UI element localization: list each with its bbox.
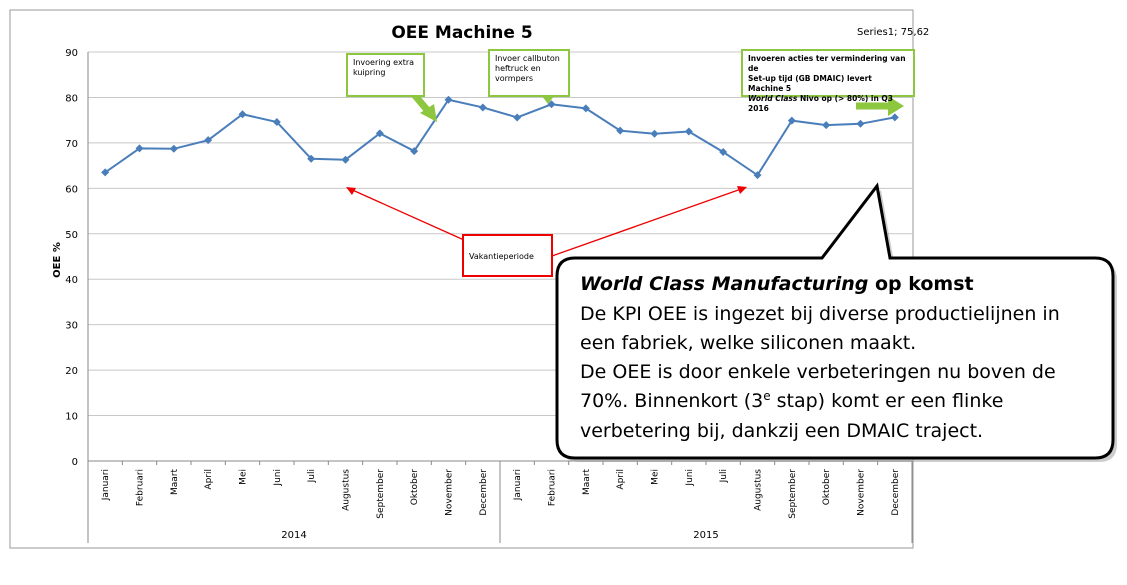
point <box>753 171 762 180</box>
x-tick-label: April <box>616 469 626 490</box>
x-tick-label: Maart <box>170 469 180 495</box>
x-tick-label: Februari <box>136 469 146 506</box>
x-tick-label: Mei <box>651 469 661 485</box>
point <box>822 121 831 130</box>
point <box>890 113 899 122</box>
y-tick-label: 40 <box>65 275 78 286</box>
x-tick-label: Oktober <box>410 469 420 506</box>
callout-sup: e <box>763 389 770 403</box>
point <box>410 147 419 156</box>
arrow-head <box>346 187 356 195</box>
x-tick-label: Maart <box>582 469 592 495</box>
arrow-head <box>737 186 747 194</box>
point <box>787 116 796 125</box>
x-tick-label: Augustus <box>342 469 352 511</box>
x-tick-label: Oktober <box>822 469 832 506</box>
point <box>375 129 384 138</box>
x-tick-label: Februari <box>548 469 558 506</box>
y-tick-label: 70 <box>65 139 78 150</box>
callout-text: World Class Manufacturing op komst De KP… <box>580 273 1060 442</box>
group-label: 2015 <box>693 530 718 541</box>
red-arrow <box>551 187 745 257</box>
x-tick-label: December <box>891 469 901 516</box>
callout-text-part: stap) komt er een flinke <box>771 390 1004 412</box>
y-tick-label: 60 <box>65 184 78 195</box>
x-tick-label: Januari <box>101 469 111 501</box>
annotation-box: Vakantieperiode <box>462 234 553 277</box>
point <box>169 144 178 153</box>
x-tick-label: Juli <box>307 469 317 483</box>
point <box>478 103 487 112</box>
point <box>581 104 590 113</box>
callout-title-italic: World Class Manufacturing <box>580 273 868 295</box>
y-tick-label: 90 <box>65 48 78 59</box>
annotation-italic: World Class <box>748 94 798 103</box>
point <box>684 127 693 136</box>
x-tick-label: Mei <box>239 469 249 485</box>
x-tick-label: December <box>479 469 489 516</box>
point <box>135 144 144 153</box>
x-tick-label: April <box>204 469 214 490</box>
series-label: Series1; 75,62 <box>857 27 929 38</box>
point <box>650 129 659 138</box>
x-tick-label: Januari <box>513 469 523 501</box>
point <box>444 95 453 104</box>
callout-text-part: 70%. Binnenkort (3 <box>580 390 763 412</box>
x-tick-label: Juni <box>273 469 283 487</box>
y-axis-label: OEE % <box>52 242 63 278</box>
x-tick-label: Augustus <box>754 469 764 511</box>
point <box>616 126 625 135</box>
y-tick-label: 30 <box>65 321 78 332</box>
x-tick-label: Juli <box>719 469 729 483</box>
point <box>307 154 316 163</box>
point <box>547 100 556 109</box>
x-tick-label: November <box>445 469 455 516</box>
callout-line: De KPI OEE is ingezet bij diverse produc… <box>580 303 1060 325</box>
annotation-line: Invoeren acties ter vermindering van de <box>748 54 906 73</box>
annotation-rest: Nivo op (> 80%) in Q3 2016 <box>748 94 894 113</box>
red-arrow <box>347 187 465 241</box>
x-tick-label: September <box>788 469 798 519</box>
point <box>719 147 728 156</box>
callout-line: De OEE is door enkele verbeteringen nu b… <box>580 361 1056 383</box>
point <box>513 113 522 122</box>
point <box>856 119 865 128</box>
x-tick-label: November <box>857 469 867 516</box>
y-tick-label: 80 <box>65 93 78 104</box>
point <box>272 117 281 126</box>
annotation-line: Set-up tijd (GB DMAIC) levert Machine 5 <box>748 74 872 93</box>
callout-title-rest: op komst <box>868 273 973 295</box>
annotation-line: World Class Nivo op (> 80%) in Q3 2016 <box>748 94 908 114</box>
point <box>238 110 247 119</box>
point <box>204 136 213 145</box>
group-label: 2014 <box>281 530 306 541</box>
annotation-box: Invoer callbuton heftruck en vormpers <box>488 49 570 97</box>
callout-bubble <box>555 182 1115 460</box>
annotation-box: Invoering extra kuipring <box>346 53 425 97</box>
callout-line: 70%. Binnenkort (3e stap) komt er een fl… <box>580 389 1003 412</box>
callout-title: World Class Manufacturing op komst <box>580 273 974 295</box>
callout-line: verbetering bij, dankzij een DMAIC traje… <box>580 420 983 442</box>
arrow-head <box>420 104 437 122</box>
annotation-box: Invoeren acties ter vermindering van de … <box>741 49 915 113</box>
series-line <box>104 98 896 177</box>
point <box>341 155 350 164</box>
y-tick-label: 50 <box>65 230 78 241</box>
y-tick-label: 20 <box>65 366 78 377</box>
arrow-head <box>888 96 904 116</box>
point <box>101 168 110 177</box>
chart-title: OEE Machine 5 <box>391 23 532 43</box>
x-tick-label: September <box>376 469 386 519</box>
callout-line: een fabriek, welke siliconen maakt. <box>580 332 916 354</box>
y-tick-label: 0 <box>72 457 78 468</box>
y-tick-label: 10 <box>65 412 78 423</box>
x-tick-label: Juni <box>685 469 695 487</box>
